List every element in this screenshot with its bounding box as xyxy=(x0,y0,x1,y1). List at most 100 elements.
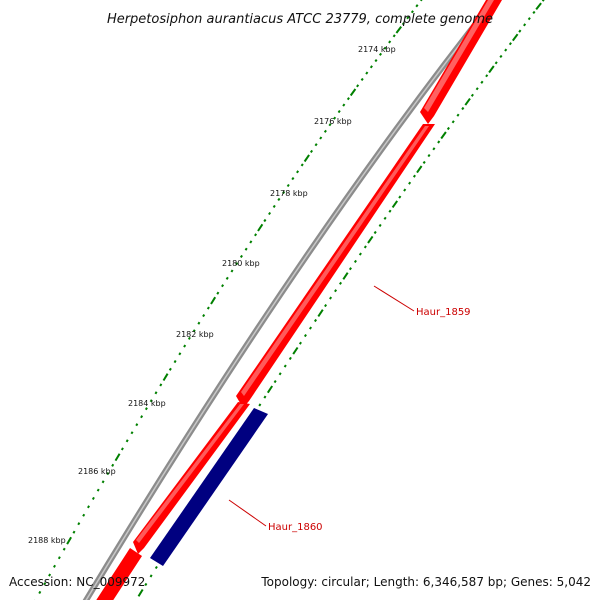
minor-tick-mark xyxy=(323,129,327,133)
minor-tick-mark xyxy=(308,326,313,330)
minor-tick-mark xyxy=(278,372,282,376)
minor-tick-mark xyxy=(373,230,377,235)
minor-tick-mark xyxy=(254,233,258,237)
minor-tick-mark xyxy=(197,321,201,325)
minor-tick-mark xyxy=(456,113,460,117)
gene-haur-1859 xyxy=(236,124,435,408)
minor-tick-mark xyxy=(480,80,484,84)
minor-tick-mark xyxy=(451,120,455,124)
minor-tick-mark xyxy=(422,160,426,164)
minor-tick-mark xyxy=(244,247,248,251)
minor-tick-mark xyxy=(508,42,512,46)
minor-tick-mark xyxy=(239,254,243,258)
gene-label-haur-1859[interactable]: Haur_1859 xyxy=(416,307,471,318)
minor-tick-mark xyxy=(192,329,196,333)
minor-tick-mark xyxy=(258,403,262,407)
minor-tick-mark xyxy=(277,197,281,201)
major-tick-mark xyxy=(511,33,519,42)
gene-label-haur-1860[interactable]: Haur_1860 xyxy=(268,522,323,533)
minor-tick-mark xyxy=(309,149,314,153)
minor-tick-mark xyxy=(470,93,474,97)
minor-tick-mark xyxy=(461,106,465,111)
scale-tick-label: 2178 kbp xyxy=(270,189,308,198)
minor-tick-mark xyxy=(173,360,177,364)
minor-tick-mark xyxy=(249,240,253,244)
minor-tick-mark xyxy=(410,10,414,14)
minor-tick-mark xyxy=(523,23,527,27)
backbone-ring-highlight xyxy=(85,0,496,600)
minor-tick-mark xyxy=(532,10,536,15)
minor-tick-mark xyxy=(313,318,318,323)
minor-tick-mark xyxy=(288,356,292,361)
major-tick-mark xyxy=(266,385,274,394)
gene-forward-segment-lower-shine xyxy=(136,404,244,543)
scale-tick-labels: 2174 kbp 2176 kbp 2178 kbp 2180 kbp 2182… xyxy=(28,45,396,545)
minor-tick-mark xyxy=(159,383,163,387)
major-tick-mark xyxy=(342,272,349,280)
major-tick-mark xyxy=(391,200,399,208)
minor-tick-mark xyxy=(216,291,220,295)
minor-tick-mark xyxy=(541,0,545,2)
minor-tick-mark xyxy=(324,304,328,308)
minor-tick-mark xyxy=(300,163,304,167)
major-tick-mark xyxy=(440,131,447,140)
minor-tick-mark xyxy=(338,281,343,285)
minor-tick-mark xyxy=(401,22,405,26)
minor-tick-mark xyxy=(273,380,277,384)
minor-tick-mark xyxy=(154,565,158,570)
gene-haur-1859-shine xyxy=(241,126,429,396)
major-tick-mark xyxy=(292,346,299,355)
minor-tick-mark xyxy=(91,496,95,500)
major-tick-mark xyxy=(257,223,264,232)
minor-tick-mark xyxy=(358,252,362,256)
minor-tick-mark xyxy=(268,211,272,216)
minor-tick-mark xyxy=(303,334,307,338)
minor-tick-mark xyxy=(225,276,229,280)
major-tick-mark xyxy=(137,588,144,597)
minor-tick-mark xyxy=(406,16,410,20)
minor-tick-mark xyxy=(360,77,364,81)
minor-tick-mark xyxy=(319,136,323,140)
minor-tick-mark xyxy=(333,116,337,120)
minor-tick-mark xyxy=(168,367,172,371)
gene-forward-segment-lower xyxy=(133,402,250,554)
major-tick-mark xyxy=(303,154,310,163)
minor-tick-mark xyxy=(412,174,416,178)
gene-forward-segment-upper-shine xyxy=(424,0,494,112)
minor-tick-mark xyxy=(202,314,206,318)
minor-tick-mark xyxy=(106,472,110,476)
minor-tick-mark xyxy=(378,223,382,227)
minor-tick-mark xyxy=(365,71,369,75)
minor-tick-mark xyxy=(57,556,61,560)
outer-tick-track xyxy=(34,0,423,600)
minor-tick-mark xyxy=(144,407,148,411)
major-tick-mark xyxy=(66,536,72,545)
minor-tick-mark xyxy=(328,123,332,127)
major-tick-mark xyxy=(114,453,121,462)
minor-tick-mark xyxy=(369,65,373,69)
minor-tick-mark xyxy=(82,513,86,517)
major-tick-mark xyxy=(488,65,495,74)
major-tick-mark xyxy=(535,2,542,11)
scale-tick-label: 2180 kbp xyxy=(222,259,260,268)
minor-tick-mark xyxy=(527,17,531,21)
major-tick-mark xyxy=(416,165,423,174)
minor-tick-mark xyxy=(154,391,158,395)
minor-tick-mark xyxy=(383,216,387,220)
minor-tick-mark xyxy=(388,209,392,213)
minor-tick-mark xyxy=(314,143,318,147)
minor-tick-mark xyxy=(518,29,522,33)
minor-tick-mark xyxy=(221,284,225,288)
minor-tick-mark xyxy=(356,84,360,88)
minor-tick-mark xyxy=(388,40,392,44)
minor-tick-mark xyxy=(272,204,276,208)
minor-tick-mark xyxy=(334,289,338,293)
accession-text: Accession: NC_009972 xyxy=(9,575,145,589)
minor-tick-mark xyxy=(346,97,350,101)
minor-tick-mark xyxy=(263,218,267,223)
minor-tick-mark xyxy=(111,463,115,467)
minor-tick-mark xyxy=(43,582,47,586)
minor-tick-mark xyxy=(140,415,144,419)
minor-tick-mark xyxy=(206,306,210,310)
minor-tick-mark xyxy=(383,46,387,50)
